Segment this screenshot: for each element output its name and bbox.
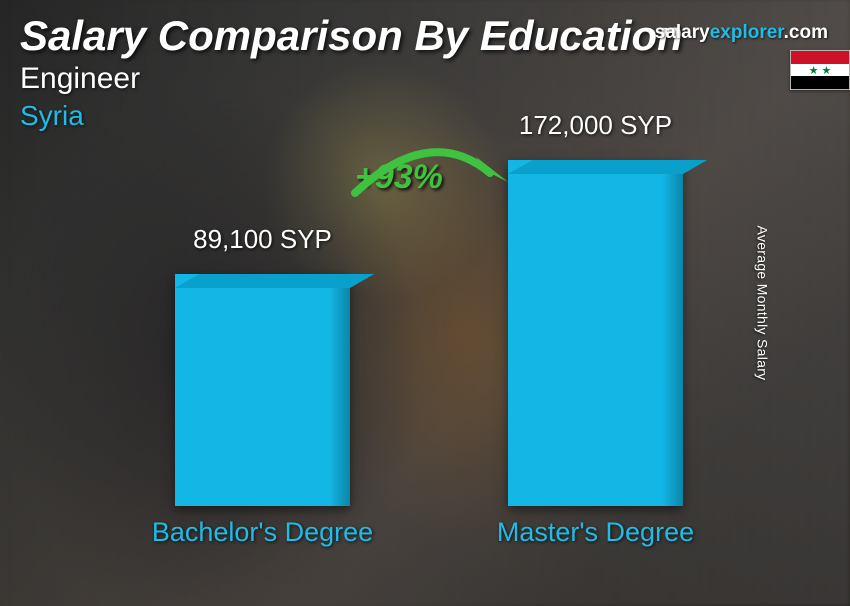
arrow-icon [340,138,520,208]
brand-part1: salary [655,22,710,43]
flag-stripe-bottom [791,76,849,89]
brand-part2: explorer [710,22,784,43]
increase-arrow [340,138,520,208]
chart-title: Salary Comparison By Education [20,12,683,60]
country-flag-icon: ★ ★ [790,50,850,90]
bar-top-face [508,160,707,174]
bar-group: 89,100 SYPBachelor's Degree [175,274,350,506]
bar-group: 172,000 SYPMaster's Degree [508,160,683,506]
flag-stars: ★ ★ [791,64,849,77]
bar: 89,100 SYP [175,274,350,506]
country-label: Syria [20,100,84,132]
bar-value: 89,100 SYP [88,224,438,255]
bar-value: 172,000 SYP [421,110,771,141]
flag-stripe-mid: ★ ★ [791,64,849,77]
arrow-path [355,152,490,193]
chart-subtitle: Engineer [20,62,140,96]
brand-logo: salaryexplorer.com [655,22,828,44]
bar-label: Master's Degree [368,517,823,548]
flag-stripe-top [791,51,849,64]
bar: 172,000 SYP [508,160,683,506]
brand-suffix: .com [784,22,828,43]
bar-chart: 89,100 SYPBachelor's Degree172,000 SYPMa… [120,180,760,546]
bar-top-face [175,274,374,288]
